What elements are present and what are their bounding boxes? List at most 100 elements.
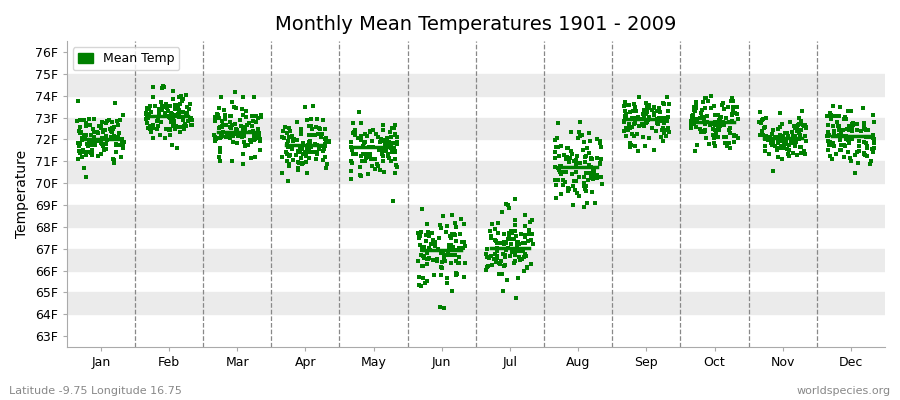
Point (243, 137, 257, 143)
Point (698, 95, 712, 101)
Point (631, 114, 645, 120)
Point (142, 103, 157, 109)
Point (509, 242, 524, 249)
Point (525, 230, 539, 237)
Point (155, 85, 169, 91)
Point (794, 118, 808, 124)
Point (159, 126, 174, 132)
Point (433, 222, 447, 228)
Point (629, 108, 643, 114)
Point (103, 125, 117, 132)
Point (724, 112, 739, 118)
Point (345, 160, 359, 166)
Point (368, 166, 382, 172)
Point (155, 103, 169, 109)
Point (246, 118, 260, 124)
Point (168, 124, 183, 130)
Point (660, 94, 674, 100)
Point (508, 217, 522, 223)
Point (774, 143, 788, 149)
Point (370, 161, 384, 168)
Point (719, 133, 733, 140)
Point (573, 118, 588, 125)
Point (628, 116, 643, 123)
Point (112, 130, 127, 136)
Point (445, 235, 459, 242)
Point (650, 108, 664, 114)
Point (781, 150, 796, 157)
Point (418, 280, 432, 286)
Bar (67, 292, 885, 314)
Point (73, 124, 87, 130)
Point (71, 148, 86, 154)
Point (650, 116, 664, 122)
Point (626, 108, 641, 114)
Point (381, 150, 395, 157)
Point (860, 127, 875, 134)
Point (652, 114, 666, 121)
Point (548, 177, 562, 183)
Point (98, 120, 112, 126)
Point (454, 215, 468, 222)
Point (711, 123, 725, 129)
Point (166, 88, 180, 94)
Point (242, 120, 256, 126)
Point (569, 178, 583, 184)
Point (846, 122, 860, 128)
Point (655, 125, 670, 132)
Point (241, 141, 256, 148)
Point (707, 121, 722, 127)
Point (578, 186, 592, 192)
Point (354, 153, 368, 160)
Point (414, 246, 428, 253)
Point (778, 136, 793, 142)
Point (766, 127, 780, 133)
Point (364, 162, 379, 169)
Point (416, 252, 430, 259)
Point (621, 126, 635, 133)
Point (619, 132, 634, 139)
Point (148, 103, 163, 110)
Point (316, 157, 330, 163)
Point (781, 147, 796, 153)
Point (502, 230, 517, 236)
Point (493, 258, 508, 264)
Point (384, 142, 399, 149)
Point (78, 131, 93, 138)
Point (251, 132, 266, 139)
Point (511, 240, 526, 247)
Point (786, 150, 800, 156)
Point (799, 138, 814, 144)
Point (697, 129, 711, 136)
Point (183, 101, 197, 107)
Point (823, 132, 837, 138)
Point (834, 142, 849, 148)
Point (714, 114, 728, 120)
Point (298, 152, 312, 159)
Point (99, 146, 113, 152)
Point (104, 119, 119, 125)
Point (771, 140, 786, 146)
Point (81, 143, 95, 149)
Point (508, 228, 522, 234)
Point (500, 236, 515, 242)
Point (634, 121, 649, 128)
Point (219, 122, 233, 128)
Point (250, 134, 265, 140)
Point (627, 116, 642, 122)
Point (167, 106, 182, 112)
Point (646, 147, 661, 154)
Point (482, 228, 497, 234)
Point (725, 104, 740, 110)
Point (513, 247, 527, 253)
Point (623, 109, 637, 116)
Point (618, 113, 633, 119)
Point (163, 127, 177, 134)
Point (594, 174, 608, 180)
Point (497, 240, 511, 247)
Point (548, 163, 562, 170)
Point (213, 145, 228, 152)
Point (149, 126, 164, 132)
Point (384, 144, 399, 151)
Point (415, 244, 429, 250)
